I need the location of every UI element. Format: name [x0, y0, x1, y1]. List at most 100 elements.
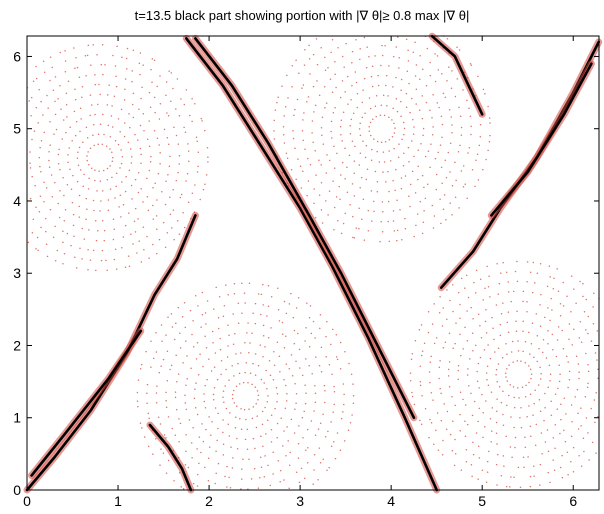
particle — [81, 258, 83, 260]
particle — [266, 388, 268, 390]
particle — [42, 114, 44, 116]
particle — [445, 176, 448, 179]
particle — [152, 204, 154, 207]
particle — [287, 97, 289, 99]
particle — [380, 64, 382, 67]
particle — [48, 150, 50, 153]
particle — [343, 440, 346, 442]
particle — [341, 80, 344, 82]
particle — [344, 212, 346, 215]
particle — [470, 464, 473, 466]
particle — [497, 347, 500, 350]
particle — [352, 395, 355, 397]
particle — [398, 67, 400, 69]
particle — [327, 66, 329, 69]
particle — [297, 332, 299, 335]
particle — [438, 366, 441, 369]
particle — [499, 334, 502, 337]
particle — [340, 119, 343, 122]
particle — [53, 133, 55, 135]
particle — [366, 168, 369, 171]
particle — [288, 303, 291, 305]
particle — [217, 317, 220, 319]
particle — [276, 341, 279, 344]
particle — [364, 112, 366, 115]
particle — [309, 305, 312, 307]
particle — [120, 149, 122, 151]
particle — [551, 309, 553, 311]
particle — [588, 459, 590, 461]
particle — [67, 80, 70, 82]
particle — [431, 323, 434, 325]
particle — [554, 447, 556, 449]
particle — [78, 76, 81, 79]
particle — [331, 91, 334, 93]
particle — [460, 354, 462, 357]
particle — [81, 227, 84, 230]
particle — [436, 102, 439, 104]
particle — [201, 291, 204, 294]
particle — [556, 268, 558, 270]
particle — [276, 393, 279, 395]
particle — [96, 53, 98, 56]
particle — [63, 252, 66, 255]
particle — [442, 346, 445, 349]
particle — [224, 385, 226, 387]
particle — [74, 134, 77, 137]
particle — [377, 74, 379, 77]
particle — [239, 418, 241, 420]
particle — [411, 391, 413, 394]
particle — [422, 221, 425, 223]
particle — [562, 348, 565, 350]
particle — [273, 130, 275, 132]
particle — [165, 472, 168, 474]
particle — [441, 123, 444, 126]
particle — [196, 485, 199, 487]
particle — [43, 181, 45, 184]
particle — [297, 158, 299, 160]
particle — [452, 310, 454, 313]
particle — [413, 126, 415, 128]
particle — [392, 86, 394, 88]
particle — [87, 249, 89, 251]
particle — [165, 81, 168, 83]
particle — [448, 385, 451, 388]
particle — [472, 441, 474, 444]
particle — [110, 115, 113, 117]
particle — [518, 397, 520, 399]
particle — [462, 398, 464, 401]
particle — [408, 160, 410, 163]
particle — [393, 147, 395, 150]
particle — [400, 100, 402, 103]
particle — [185, 408, 188, 411]
particle — [430, 355, 432, 358]
particle — [191, 333, 193, 336]
particle — [99, 93, 101, 96]
particle — [392, 107, 394, 110]
particle — [222, 390, 225, 392]
particle — [106, 167, 109, 170]
particle — [370, 159, 373, 162]
particle — [114, 248, 117, 250]
particle — [85, 126, 88, 129]
particle — [309, 73, 311, 75]
particle — [361, 116, 364, 119]
particle — [139, 367, 142, 370]
particle — [547, 450, 550, 453]
particle — [139, 147, 142, 150]
particle — [567, 474, 569, 476]
particle — [352, 402, 355, 405]
particle — [481, 469, 484, 471]
particle — [160, 324, 163, 326]
particle — [441, 182, 443, 184]
particle — [591, 441, 594, 444]
particle — [254, 386, 257, 388]
particle — [408, 195, 410, 198]
particle — [432, 399, 434, 401]
x-tick-label: 1 — [114, 493, 122, 509]
particle — [526, 281, 528, 283]
particle — [132, 243, 134, 245]
particle — [139, 422, 142, 424]
particle — [533, 356, 535, 358]
particle — [344, 91, 346, 93]
